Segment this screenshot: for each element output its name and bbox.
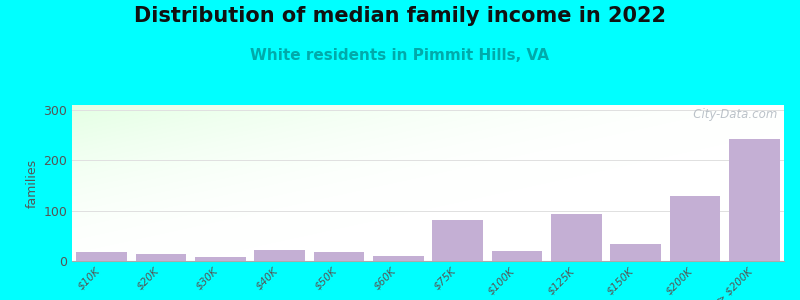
Bar xyxy=(195,257,246,261)
Text: City-Data.com: City-Data.com xyxy=(682,108,777,121)
Bar xyxy=(254,250,305,261)
Y-axis label: families: families xyxy=(26,158,39,208)
Bar xyxy=(433,220,483,261)
Text: Distribution of median family income in 2022: Distribution of median family income in … xyxy=(134,6,666,26)
Bar xyxy=(729,139,779,261)
Bar xyxy=(492,251,542,261)
Bar xyxy=(610,244,661,261)
Text: White residents in Pimmit Hills, VA: White residents in Pimmit Hills, VA xyxy=(250,48,550,63)
Bar xyxy=(77,252,127,261)
Bar xyxy=(670,196,720,261)
Bar xyxy=(314,252,364,261)
Bar xyxy=(551,214,602,261)
Bar xyxy=(136,254,186,261)
Bar xyxy=(373,256,423,261)
